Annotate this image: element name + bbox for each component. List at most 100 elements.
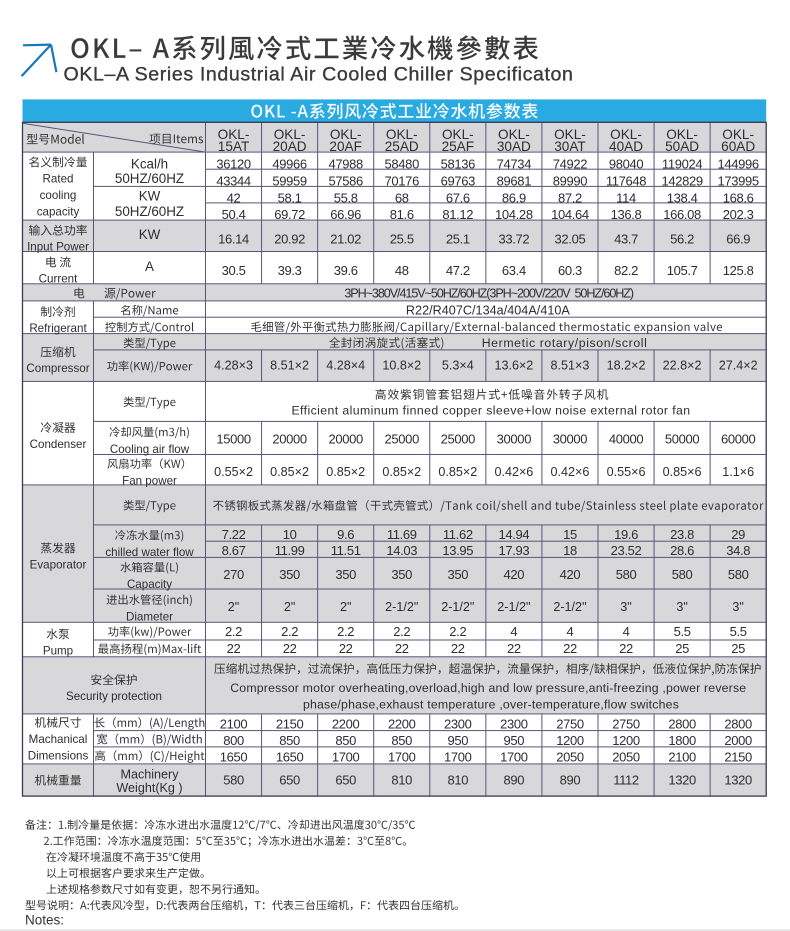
svg-text:49966: 49966	[272, 156, 307, 171]
svg-text:2100: 2100	[668, 750, 696, 765]
svg-text:1200: 1200	[556, 733, 584, 748]
svg-text:55.8: 55.8	[334, 190, 358, 205]
svg-text:34.8: 34.8	[726, 543, 750, 558]
svg-text:Current: Current	[39, 272, 78, 285]
svg-text:350: 350	[447, 567, 468, 582]
svg-text:1700: 1700	[332, 750, 360, 765]
svg-text:Fan power: Fan power	[122, 475, 177, 488]
svg-text:23.8: 23.8	[670, 527, 694, 542]
svg-text:2300: 2300	[444, 717, 472, 732]
svg-text:32.05: 32.05	[555, 231, 586, 246]
svg-text:10.8×2: 10.8×2	[382, 359, 421, 373]
svg-text:2": 2"	[340, 600, 351, 614]
svg-text:136.8: 136.8	[611, 207, 642, 222]
svg-text:Evaporator: Evaporator	[30, 558, 87, 571]
svg-text:0.55×2: 0.55×2	[214, 465, 253, 479]
svg-text:10: 10	[283, 527, 297, 542]
svg-text:Capacity: Capacity	[127, 578, 172, 591]
svg-text:OKL-: OKL-	[442, 127, 474, 142]
svg-text:2": 2"	[284, 600, 295, 614]
svg-text:43.7: 43.7	[614, 231, 638, 246]
svg-text:0.55×6: 0.55×6	[607, 465, 646, 479]
svg-text:59959: 59959	[272, 173, 307, 188]
svg-text:Condenser: Condenser	[30, 438, 87, 451]
svg-text:11.62: 11.62	[443, 527, 473, 542]
svg-text:36120: 36120	[216, 156, 251, 171]
svg-text:1320: 1320	[724, 772, 752, 787]
svg-text:2-1/2": 2-1/2"	[385, 600, 418, 614]
svg-text:2.2: 2.2	[225, 624, 242, 639]
svg-text:OKL-: OKL-	[218, 127, 250, 142]
svg-text:117648: 117648	[606, 173, 646, 188]
svg-text:30000: 30000	[497, 432, 532, 447]
svg-text:2050: 2050	[556, 750, 584, 765]
svg-text:OKL–A Series Industrial Air Co: OKL–A Series Industrial Air Cooled Chill…	[64, 64, 574, 86]
svg-text:Cooling air flow: Cooling air flow	[110, 443, 190, 456]
svg-text:890: 890	[560, 772, 581, 787]
svg-text:30000: 30000	[553, 432, 588, 447]
svg-text:OKL-: OKL-	[330, 127, 362, 142]
svg-text:1.1×6: 1.1×6	[722, 465, 754, 479]
svg-text:5.5: 5.5	[674, 624, 691, 639]
svg-text:22: 22	[283, 641, 297, 656]
svg-text:81.6: 81.6	[390, 207, 414, 222]
svg-text:OKL-: OKL-	[666, 127, 698, 142]
svg-text:119024: 119024	[662, 156, 702, 171]
svg-text:270: 270	[223, 567, 244, 582]
svg-text:4: 4	[623, 624, 630, 639]
svg-text:Pump: Pump	[43, 644, 73, 657]
svg-text:173995: 173995	[718, 173, 759, 188]
svg-text:22: 22	[619, 641, 633, 656]
svg-text:138.4: 138.4	[667, 190, 698, 205]
svg-text:86.9: 86.9	[502, 190, 526, 205]
svg-text:14.03: 14.03	[386, 543, 417, 558]
svg-text:89681: 89681	[497, 173, 532, 188]
svg-text:OKL-: OKL-	[274, 127, 306, 142]
svg-text:2": 2"	[228, 600, 239, 614]
svg-text:2-1/2": 2-1/2"	[553, 600, 586, 614]
svg-text:89990: 89990	[553, 173, 588, 188]
svg-text:2200: 2200	[388, 717, 416, 732]
svg-text:8.51×2: 8.51×2	[270, 359, 309, 373]
svg-text:1200: 1200	[612, 733, 640, 748]
svg-text:420: 420	[560, 567, 581, 582]
svg-text:25000: 25000	[441, 432, 476, 447]
svg-text:63.4: 63.4	[502, 263, 526, 278]
svg-text:650: 650	[335, 772, 356, 787]
svg-text:15AT: 15AT	[218, 139, 249, 154]
svg-text:87.2: 87.2	[558, 190, 582, 205]
svg-text:850: 850	[335, 733, 356, 748]
svg-text:Diameter: Diameter	[126, 611, 173, 624]
svg-text:OKL-: OKL-	[722, 127, 754, 142]
svg-text:0.85×6: 0.85×6	[663, 465, 702, 479]
svg-text:125.8: 125.8	[723, 263, 754, 278]
svg-text:2000: 2000	[724, 733, 752, 748]
svg-text:8.67: 8.67	[222, 543, 246, 558]
svg-text:Hermetic rotary/pison/scroll: Hermetic rotary/pison/scroll	[482, 336, 648, 350]
svg-text:350: 350	[335, 567, 356, 582]
svg-text:2800: 2800	[668, 717, 696, 732]
svg-text:11.99: 11.99	[275, 543, 305, 558]
svg-text:50HZ/60HZ: 50HZ/60HZ	[115, 171, 184, 186]
svg-text:18.2×2: 18.2×2	[607, 359, 646, 373]
svg-text:42: 42	[227, 190, 241, 205]
svg-text:350: 350	[391, 567, 412, 582]
svg-text:580: 580	[728, 567, 749, 582]
svg-text:0.85×2: 0.85×2	[438, 465, 477, 479]
svg-text:R22/R407C/134a/404A/410A: R22/R407C/134a/404A/410A	[406, 303, 571, 317]
svg-text:30.5: 30.5	[222, 263, 246, 278]
svg-text:2100: 2100	[220, 717, 248, 732]
svg-text:810: 810	[447, 772, 468, 787]
svg-text:202.3: 202.3	[723, 207, 754, 222]
svg-text:1800: 1800	[668, 733, 696, 748]
svg-text:890: 890	[504, 772, 525, 787]
svg-text:27.4×2: 27.4×2	[719, 359, 758, 373]
svg-text:4.28×3: 4.28×3	[214, 359, 253, 373]
svg-text:Dimensions: Dimensions	[28, 750, 89, 763]
svg-text:3": 3"	[620, 600, 631, 614]
svg-text:25AD: 25AD	[385, 139, 419, 154]
svg-text:22: 22	[395, 641, 409, 656]
svg-text:15000: 15000	[216, 432, 251, 447]
svg-text:Security protection: Security protection	[66, 690, 162, 703]
svg-text:650: 650	[279, 772, 300, 787]
